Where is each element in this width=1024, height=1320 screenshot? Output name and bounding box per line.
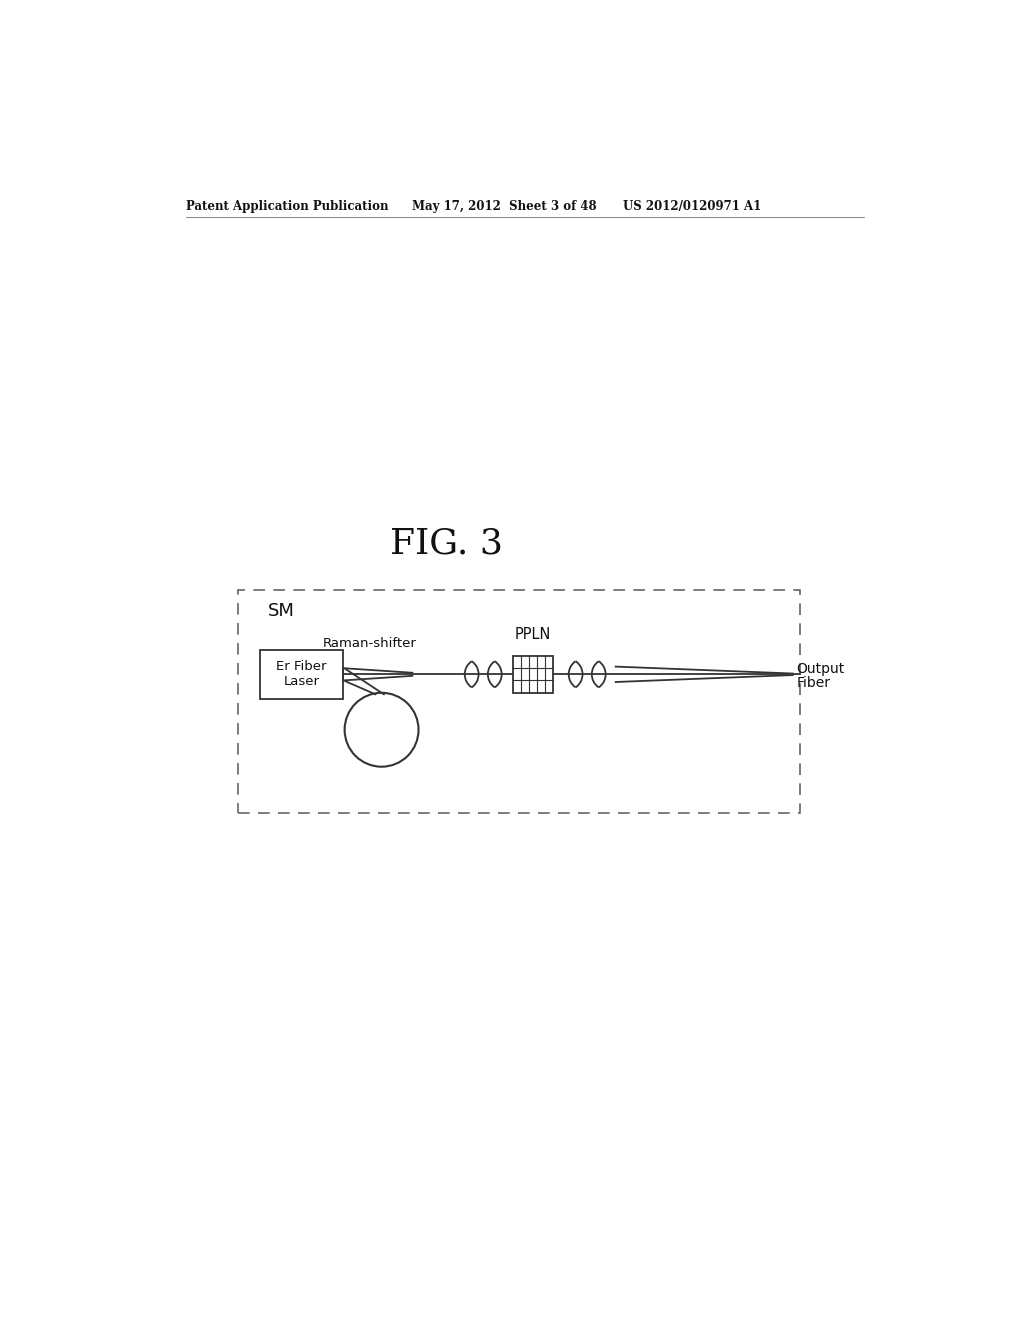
Bar <box>260 649 343 700</box>
Text: SM: SM <box>267 602 295 620</box>
Text: Raman-shifter: Raman-shifter <box>324 636 417 649</box>
Text: Fiber: Fiber <box>797 676 830 690</box>
Text: FIG. 3: FIG. 3 <box>390 527 503 561</box>
Bar <box>513 656 553 693</box>
Text: Er Fiber
Laser: Er Fiber Laser <box>276 660 327 688</box>
Text: May 17, 2012  Sheet 3 of 48: May 17, 2012 Sheet 3 of 48 <box>412 199 596 213</box>
Text: PPLN: PPLN <box>515 627 552 642</box>
Text: Output: Output <box>797 661 845 676</box>
Text: Patent Application Publication: Patent Application Publication <box>186 199 388 213</box>
Text: US 2012/0120971 A1: US 2012/0120971 A1 <box>624 199 762 213</box>
